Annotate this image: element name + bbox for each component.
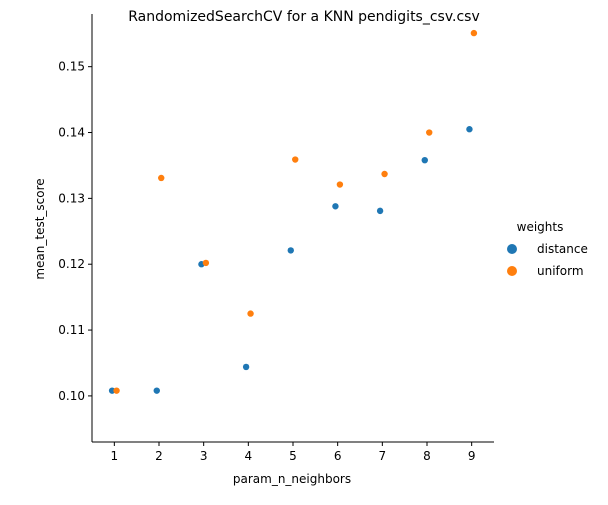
point-distance: [108, 387, 116, 394]
point-distance: [153, 387, 160, 394]
legend-marker-uniform: [507, 266, 517, 276]
y-tick-label: 0.10: [58, 389, 85, 403]
axes: 1 2 3 4 5 6 7 8 9 0.10 0.11 0.12 0.13 0.14 0.15: [58, 14, 494, 463]
x-tick-label: 6: [334, 449, 342, 463]
legend-marker-distance: [507, 244, 517, 254]
chart-title: RandomizedSearchCV for a KNN pendigits_c…: [128, 9, 480, 25]
x-tick-label: 5: [289, 449, 297, 463]
y-axis-label: mean_test_score: [33, 178, 47, 279]
point-uniform: [336, 181, 344, 188]
x-tick-label: 9: [468, 449, 476, 463]
point-uniform: [113, 387, 120, 394]
x-tick-label: 1: [111, 449, 119, 463]
y-tick-label: 0.15: [58, 60, 85, 74]
point-distance: [287, 247, 294, 254]
x-tick-label: 2: [155, 449, 163, 463]
point-uniform: [202, 259, 210, 267]
legend: weights distance uniform: [507, 220, 588, 278]
point-uniform: [426, 129, 433, 136]
point-uniform: [381, 170, 388, 178]
legend-label-uniform: uniform: [537, 264, 584, 278]
point-distance: [332, 203, 339, 210]
x-tick-label: 3: [200, 449, 208, 463]
point-uniform: [292, 156, 299, 163]
x-tick-label: 8: [423, 449, 431, 463]
y-tick-label: 0.13: [58, 191, 85, 205]
point-uniform: [247, 310, 254, 317]
point-uniform: [470, 29, 478, 37]
y-tick-label: 0.14: [58, 126, 85, 140]
y-tick-label: 0.11: [58, 323, 85, 337]
point-distance: [466, 126, 473, 133]
legend-title: weights: [517, 220, 564, 234]
legend-label-distance: distance: [537, 242, 588, 256]
point-uniform: [158, 174, 165, 182]
data-points: [108, 29, 478, 394]
point-distance: [421, 156, 428, 164]
x-axis-label: param_n_neighbors: [233, 472, 351, 486]
point-distance: [376, 207, 384, 215]
x-tick-label: 7: [379, 449, 387, 463]
point-distance: [242, 363, 250, 371]
y-tick-label: 0.12: [58, 257, 85, 271]
x-tick-label: 4: [245, 449, 253, 463]
